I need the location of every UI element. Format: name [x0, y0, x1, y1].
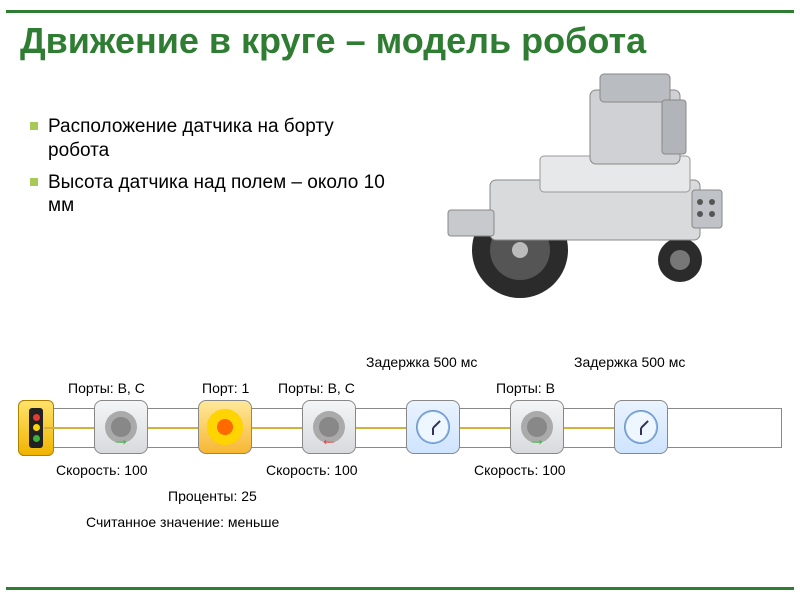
arrow-icon: → [528, 429, 546, 450]
light-sensor-icon [207, 409, 243, 445]
light-green [33, 435, 40, 442]
slide-title: Движение в круге – модель робота [20, 20, 780, 61]
motor-1-label_bottom: Скорость: 100 [56, 462, 148, 478]
motor-1-block: → [94, 400, 148, 454]
wire [252, 427, 302, 429]
motor-3-block: → [510, 400, 564, 454]
sensor-1-block [198, 400, 252, 454]
timer-1-label_top: Задержка 500 мс [366, 354, 477, 370]
bullet-1: Расположение датчика на борту робота [30, 115, 400, 163]
motor-2-label_top: Порты: B, C [278, 380, 355, 396]
wire [148, 427, 198, 429]
sensor-1-label_extra: Считанное значение: меньше [86, 514, 279, 530]
bullet-list: Расположение датчика на борту робота Выс… [30, 115, 400, 226]
timer-2-block [614, 400, 668, 454]
wire [460, 427, 510, 429]
timer-1-block [406, 400, 460, 454]
motor-2-block: ← [302, 400, 356, 454]
motor-1-label_top: Порты: B, C [68, 380, 145, 396]
robot-illustration [430, 60, 770, 310]
program-flow: → Порты: B, C Скорость: 100 Порт: 1 Проценты… [8, 340, 792, 580]
wire [564, 427, 614, 429]
bullet-2: Высота датчика над полем – около 10 мм [30, 171, 400, 219]
wire [356, 427, 406, 429]
wire [44, 427, 94, 429]
arrow-icon: → [112, 429, 130, 450]
traffic-light-icon [29, 408, 43, 448]
arrow-icon: ← [320, 429, 338, 450]
sensor-1-label_bottom: Проценты: 25 [168, 488, 257, 504]
sensor-1-label_top: Порт: 1 [202, 380, 249, 396]
timer-2-label_top: Задержка 500 мс [574, 354, 685, 370]
clock-icon [624, 410, 658, 444]
motor-2-label_bottom: Скорость: 100 [266, 462, 358, 478]
motor-3-label_top: Порты: B [496, 380, 555, 396]
light-red [33, 414, 40, 421]
motor-3-label_bottom: Скорость: 100 [474, 462, 566, 478]
light-yellow [33, 424, 40, 431]
clock-icon [416, 410, 450, 444]
